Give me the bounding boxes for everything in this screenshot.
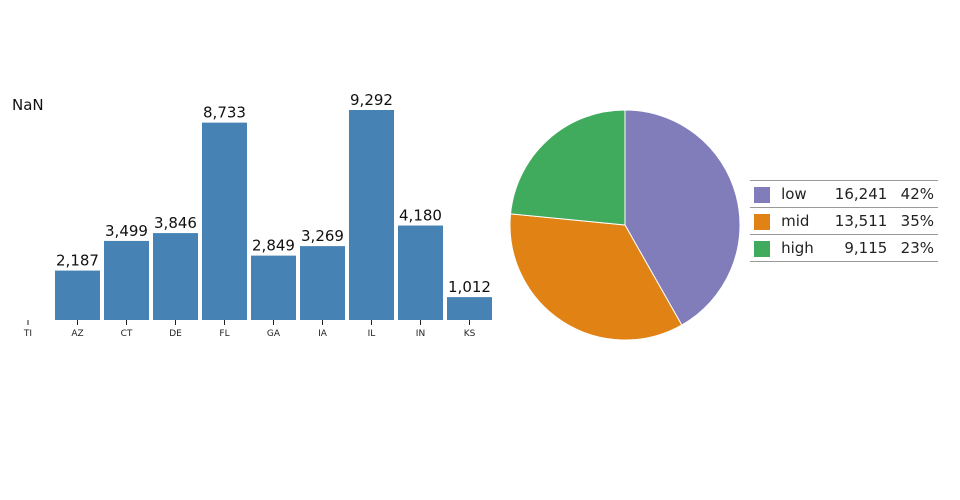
bar-value-label: 3,846 [154,214,197,232]
bar-ks [447,297,492,320]
bar-fl [202,122,247,320]
legend-value: 16,241 [823,180,892,208]
bar-axis-label: NaN [12,96,44,114]
bar-tick-label: CT [121,329,133,339]
bar-value-label: 8,733 [203,104,246,122]
bar-ct [104,240,149,320]
legend-row-mid: mid 13,511 35% [750,207,938,235]
pie-legend: low 16,241 42% mid 13,511 35% high 9,115 23% [750,180,938,262]
bar-de [153,233,198,320]
bar-tick-label: KS [464,329,476,339]
bar-il [349,110,394,320]
bar-tick-label: IA [318,329,328,339]
pie-slice-mid [509,213,683,341]
bar-tick-label: FL [219,329,229,339]
bar-tick-label: AZ [71,329,83,339]
bar-value-label: 9,292 [350,91,393,109]
legend-percent: 42% [891,180,938,208]
bar-az [55,270,100,320]
legend-label: low [777,180,824,208]
legend-label: high [777,234,824,262]
bar-chart: NaN TI 2,187 AZ 3,499 CT 3,846 DE 8,733 FL 2,849… [12,91,492,339]
bars-group: 2,187 AZ 3,499 CT 3,846 DE 8,733 FL 2,849 GA 3,269… [55,91,492,339]
legend-swatch [754,213,770,230]
legend-swatch [754,186,770,203]
bar-value-label: 2,849 [252,237,295,255]
legend-row-low: low 16,241 42% [750,180,938,208]
legend-row-high: high 9,115 23% [750,234,938,262]
legend-swatch-cell [750,234,778,262]
bar-value-label: 3,269 [301,227,344,245]
legend-swatch-cell [750,207,778,235]
bar-in [398,225,443,320]
bar-tick-label: IN [416,329,425,339]
bar-value-label: 3,499 [105,222,148,240]
bar-ga [251,255,296,320]
pie-chart [509,109,741,341]
bar-ia [300,246,345,320]
pie-slice-high [509,109,626,226]
legend-swatch [754,240,770,257]
first-tick-label: TI [23,329,32,339]
legend-percent: 35% [891,207,938,235]
bar-tick-label: GA [267,329,281,339]
legend-value: 9,115 [823,234,892,262]
legend-percent: 23% [891,234,938,262]
legend-value: 13,511 [823,207,892,235]
bar-tick-label: IL [368,329,376,339]
legend-swatch-cell [750,180,778,208]
pie-slice-low [624,109,741,326]
legend-label: mid [777,207,824,235]
bar-value-label: 1,012 [448,278,491,296]
bar-tick-label: DE [169,329,182,339]
bar-value-label: 4,180 [399,207,442,225]
bar-value-label: 2,187 [56,252,99,270]
